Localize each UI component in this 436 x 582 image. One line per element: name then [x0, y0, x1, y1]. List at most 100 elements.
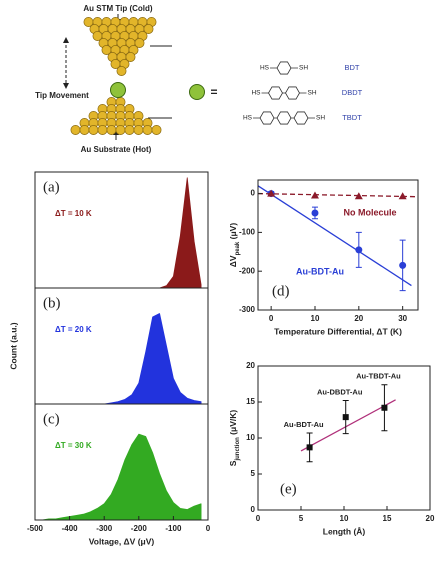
y-tick-label: 0 [251, 505, 256, 514]
area [35, 313, 202, 404]
gold-atom [142, 125, 153, 135]
point-label: Au-BDT-Au [284, 420, 324, 429]
gold-atom [125, 52, 136, 62]
x-tick-label: -300 [96, 524, 113, 533]
gold-atom [115, 125, 126, 135]
y-axis-label-part: junction [235, 437, 241, 462]
y-axis-label: Sjunction (μV/K) [228, 410, 240, 467]
x-tick-label: 0 [269, 314, 274, 323]
plot-frame [257, 179, 419, 311]
molecule-name: BDT [345, 63, 360, 72]
x-tick-label: 10 [340, 514, 349, 523]
y-axis-label: ΔVpeak (μV) [228, 223, 240, 268]
y-tick-label: 0 [251, 189, 256, 198]
point [310, 191, 319, 199]
y-tick-label: 10 [246, 433, 255, 442]
annotation: ΔT = 10 K [55, 209, 92, 218]
plot-area [300, 384, 396, 463]
benzene-ring [259, 111, 275, 125]
benzene-ring [276, 61, 292, 75]
molecule-sphere [110, 82, 126, 98]
tip-label: Au STM Tip (Cold) [83, 4, 153, 13]
area [35, 177, 202, 288]
thiol-left: HS [260, 65, 270, 72]
panel-label: (b) [43, 295, 61, 311]
x-tick-label: 20 [426, 514, 435, 523]
gold-atom [88, 125, 99, 135]
annotation: ΔT = 20 K [55, 325, 92, 334]
substrate-label: Au Substrate (Hot) [81, 145, 152, 154]
y-tick-label: -300 [239, 305, 256, 314]
thiol-left: HS [251, 90, 261, 97]
point [354, 192, 363, 200]
x-tick-label: 20 [354, 314, 363, 323]
panel-label: (d) [272, 283, 290, 299]
fit-line [300, 399, 396, 452]
point-label: Au-TBDT-Au [356, 372, 401, 381]
gold-atom [133, 125, 144, 135]
point [306, 444, 313, 451]
equals-sign: = [210, 85, 217, 99]
molecule-sphere [189, 84, 205, 100]
y-tick-label: 15 [246, 397, 255, 406]
point [381, 404, 388, 411]
benzene-ring [293, 111, 309, 125]
panel-label: (a) [43, 179, 60, 195]
benzene-ring [285, 86, 300, 100]
y-axis-label-part: ΔV [228, 255, 238, 267]
x-axis-label: Temperature Differential, ΔT (K) [274, 326, 402, 336]
gold-atom [116, 66, 127, 76]
y-axis-label-part: (μV) [228, 223, 238, 242]
panel-label: (e) [280, 481, 297, 497]
plot-area [258, 185, 416, 292]
gold-atom [97, 125, 108, 135]
series-label: Au-BDT-Au [296, 266, 344, 276]
thiol-right: SH [316, 115, 325, 122]
gold-atom [151, 125, 162, 135]
fit-line [258, 192, 416, 198]
plot-area [35, 433, 202, 520]
point [355, 246, 363, 254]
panel-label: (c) [43, 411, 60, 427]
y-axis-label-part: peak [235, 241, 241, 255]
y-tick-label: -100 [239, 227, 256, 236]
movement-label: Tip Movement [35, 91, 89, 100]
thiol-right: SH [299, 65, 308, 72]
y-tick-label: 20 [246, 361, 255, 370]
point [311, 209, 319, 217]
x-tick-label: 30 [398, 314, 407, 323]
point-label: Au-DBDT-Au [317, 388, 363, 397]
plot-area [35, 177, 202, 288]
gold-atom [106, 125, 117, 135]
y-axis-label-part: (μV/K) [228, 410, 238, 438]
molecule-name: DBDT [342, 88, 363, 97]
x-tick-label: -400 [62, 524, 79, 533]
y-tick-label: 5 [251, 469, 256, 478]
gold-atom [124, 125, 135, 135]
plot-area [35, 313, 202, 404]
fit-line [258, 185, 412, 287]
x-axis-label: Voltage, ΔV (μV) [89, 536, 155, 546]
x-tick-label: 5 [299, 514, 304, 523]
benzene-ring [276, 111, 292, 125]
area [35, 433, 202, 520]
gold-atom [134, 38, 145, 48]
thiol-right: SH [308, 90, 317, 97]
x-tick-label: -500 [27, 524, 44, 533]
point [398, 192, 407, 200]
point [267, 189, 276, 197]
x-tick-label: 0 [256, 514, 261, 523]
y-tick-label: -200 [239, 266, 256, 275]
benzene-ring [268, 86, 283, 100]
plot-frame [34, 403, 209, 521]
annotation: ΔT = 30 K [55, 441, 92, 450]
point [399, 261, 407, 269]
y-axis-label-part: S [228, 460, 238, 466]
x-axis-label: Length (Å) [323, 526, 366, 536]
gold-atom [70, 125, 81, 135]
x-tick-label: 10 [311, 314, 320, 323]
x-tick-label: 0 [206, 524, 211, 533]
